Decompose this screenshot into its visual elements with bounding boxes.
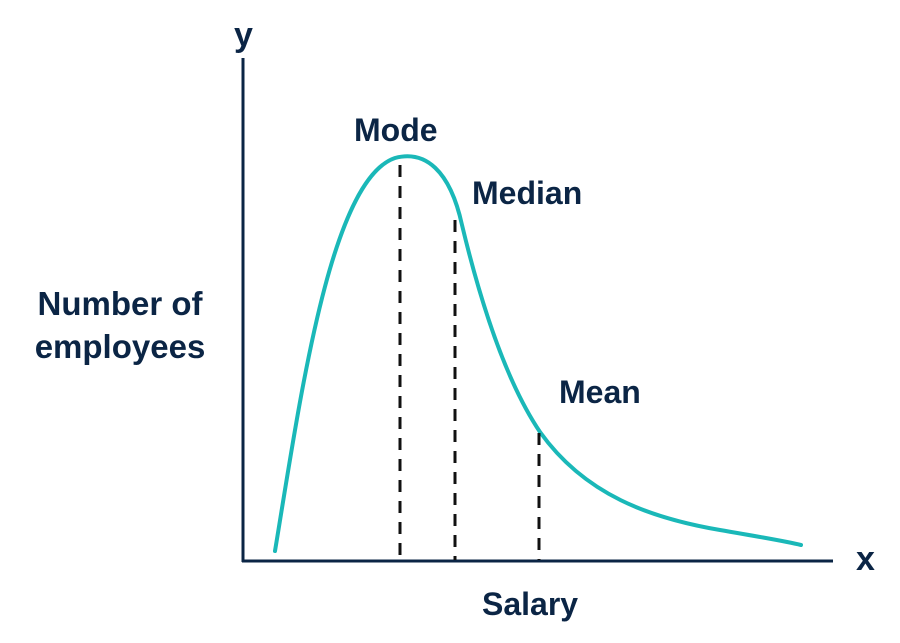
- x-axis-label: Salary: [482, 586, 579, 622]
- y-axis-label: Number of employees: [20, 282, 220, 368]
- median-label: Median: [472, 175, 583, 211]
- y-axis-label-line1: Number of: [37, 285, 203, 322]
- mode-label: Mode: [354, 112, 438, 148]
- distribution-curve: [273, 154, 803, 553]
- y-axis-symbol: y: [234, 16, 253, 54]
- x-axis-symbol: x: [856, 540, 875, 578]
- y-axis-label-line2: employees: [34, 328, 206, 365]
- mean-label: Mean: [559, 374, 641, 410]
